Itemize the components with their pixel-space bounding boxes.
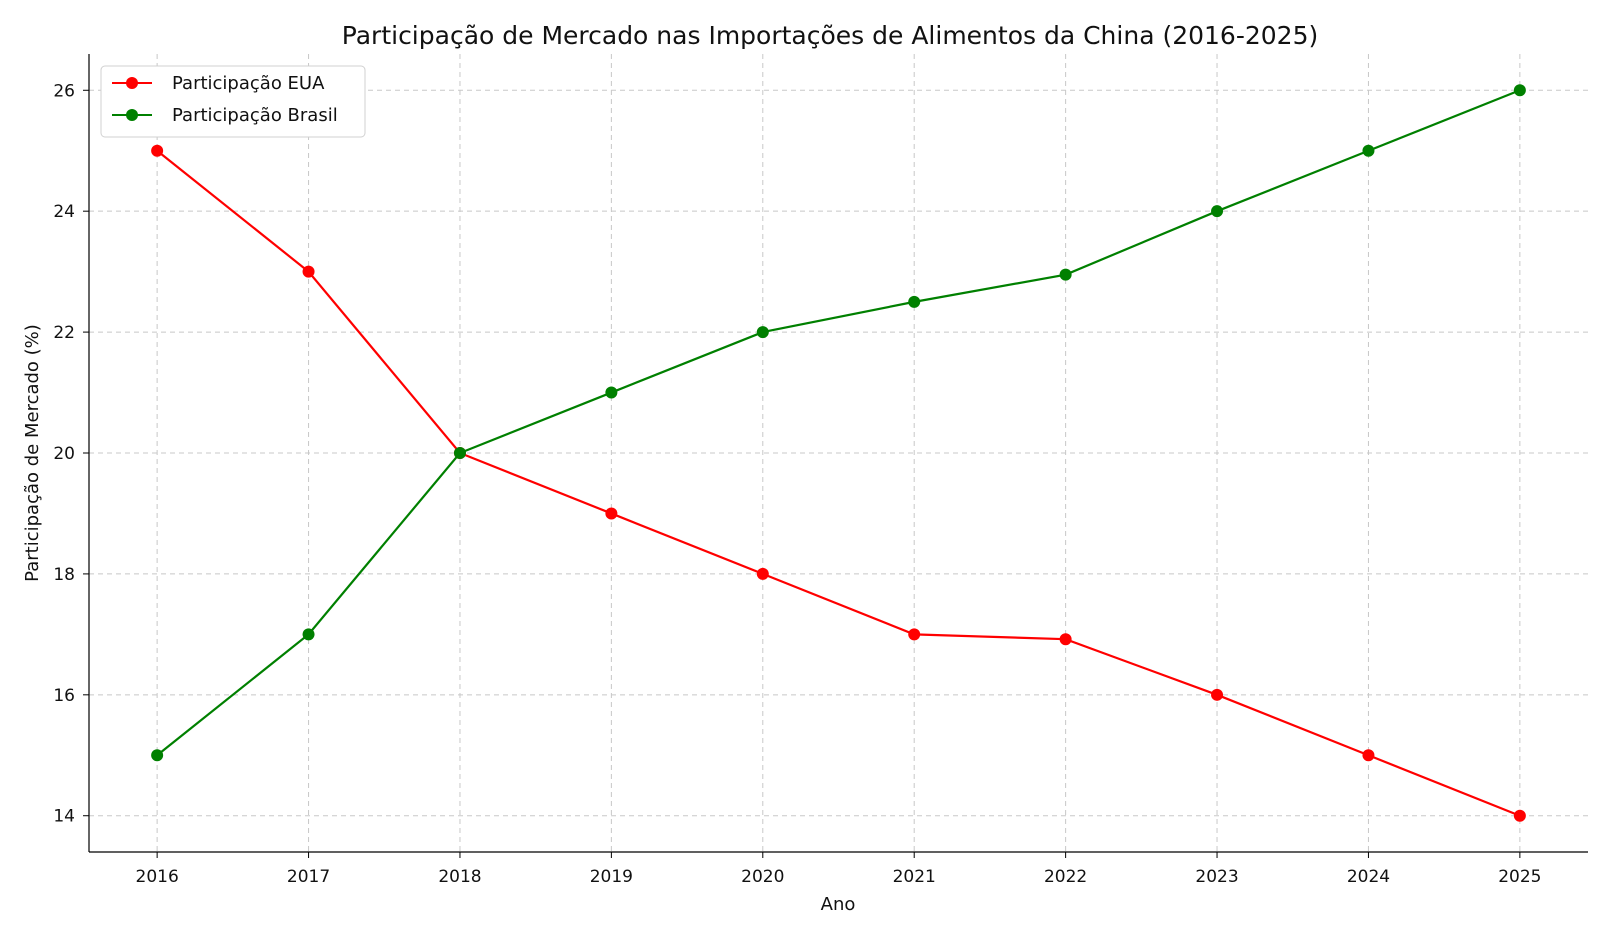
grid: [89, 54, 1588, 852]
data-point-0: [756, 567, 769, 580]
legend-label-brasil: Participação Brasil: [172, 105, 338, 126]
data-point-1: [453, 447, 466, 459]
x-tick-label: 2018: [438, 867, 481, 887]
data-point-1: [1059, 268, 1072, 281]
x-tick-label: 2020: [741, 867, 784, 887]
x-tick-label: 2017: [287, 867, 330, 887]
y-axis-ticks: 14 16 18 20 22 24 26: [53, 81, 89, 827]
y-tick-label: 16: [53, 686, 75, 706]
legend-marker-eua: [126, 77, 138, 89]
chart-title: Participação de Mercado nas Importações …: [342, 21, 1318, 50]
x-tick-label: 2016: [136, 867, 179, 887]
y-tick-label: 24: [53, 202, 75, 222]
series-line-1: [156, 89, 1521, 757]
y-tick-label: 18: [53, 565, 75, 585]
legend-marker-brasil: [126, 109, 138, 121]
data-point-0: [1211, 688, 1224, 701]
data-point-1: [1362, 144, 1375, 157]
x-tick-label: 2023: [1195, 867, 1238, 887]
data-point-0: [1362, 749, 1375, 762]
x-tick-label: 2021: [893, 867, 936, 887]
x-tick-label: 2022: [1044, 867, 1087, 887]
x-axis-label: Ano: [821, 894, 856, 915]
data-point-1: [908, 295, 921, 308]
y-tick-label: 26: [53, 81, 75, 101]
data-point-0: [605, 507, 618, 520]
legend-item-eua: Participação EUA: [112, 73, 325, 94]
y-axis-label: Participação de Mercado (%): [22, 324, 43, 582]
series-lines: [151, 84, 1526, 822]
data-point-1: [1513, 84, 1526, 97]
legend: Participação EUA Participação Brasil: [100, 65, 366, 138]
data-point-1: [605, 386, 618, 399]
data-point-0: [908, 628, 921, 641]
data-point-1: [1211, 205, 1224, 218]
legend-item-brasil: Participação Brasil: [112, 105, 338, 126]
series-line-0: [156, 149, 1521, 817]
y-tick-label: 14: [53, 807, 75, 827]
legend-label-eua: Participação EUA: [172, 73, 325, 94]
data-point-1: [302, 628, 315, 641]
data-point-0: [1059, 633, 1072, 646]
x-tick-label: 2019: [590, 867, 633, 887]
y-tick-label: 20: [53, 444, 75, 464]
data-point-0: [151, 144, 164, 157]
data-point-0: [1513, 809, 1526, 822]
x-axis-ticks: 2016 2017 2018 2019 2020 2021 2022 2023 2024 2025: [136, 852, 1541, 887]
y-tick-label: 22: [53, 323, 75, 343]
data-point-1: [756, 326, 769, 339]
data-point-0: [302, 265, 315, 278]
x-tick-label: 2024: [1347, 867, 1390, 887]
legend-box: [100, 65, 366, 138]
data-point-1: [151, 749, 164, 762]
x-tick-label: 2025: [1498, 867, 1541, 887]
